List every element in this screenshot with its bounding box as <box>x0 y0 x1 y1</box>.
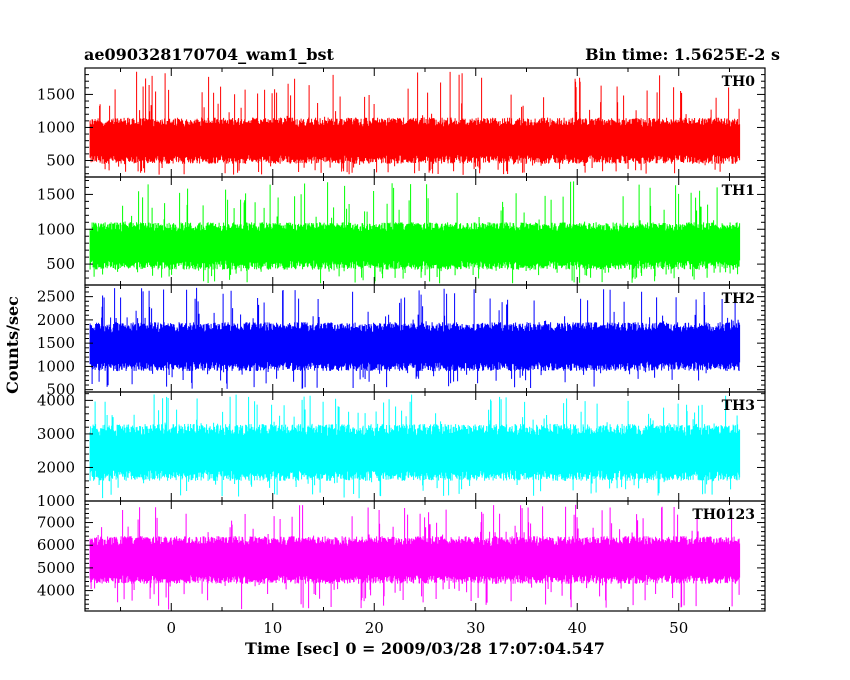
y-tick-label: 6000 <box>37 536 75 554</box>
band-label-th0123: TH0123 <box>692 507 755 523</box>
panel-th2: 500 1000 1500 2000 2500 TH2 <box>37 284 766 399</box>
y-tick-label: 1500 <box>37 334 75 352</box>
y-tick-label: 500 <box>46 151 75 169</box>
x-tick-label: 10 <box>263 619 282 637</box>
series-th2 <box>89 287 741 389</box>
chart-title: ae090328170704_wam1_bst <box>84 45 335 64</box>
y-tick-label: 4000 <box>37 391 75 409</box>
y-axis-label: Counts/sec <box>3 296 22 394</box>
series-th0 <box>89 71 741 175</box>
y-tick-label: 1000 <box>37 220 75 238</box>
y-tick-label: 1500 <box>37 185 75 203</box>
x-tick-label: 30 <box>466 619 485 637</box>
y-tick-label: 1500 <box>37 85 75 103</box>
y-tick-label: 3000 <box>37 425 75 443</box>
y-tick-label: 4000 <box>37 582 75 600</box>
panel-th3: 1000 2000 3000 4000 TH3 <box>37 391 766 510</box>
band-label-th0: TH0 <box>722 74 756 90</box>
panel-th1: 500 1000 1500 TH1 <box>37 176 766 286</box>
y-tick-label: 1000 <box>37 492 75 510</box>
panel-th0: 500 1000 1500 TH0 <box>37 67 766 178</box>
band-label-th3: TH3 <box>722 398 755 414</box>
y-tick-label: 1000 <box>37 357 75 375</box>
x-tick-label: 20 <box>365 619 384 637</box>
bin-time-label: Bin time: 1.5625E-2 s <box>585 45 780 64</box>
y-tick-label: 2000 <box>37 458 75 476</box>
y-tick-label: 2500 <box>37 288 75 306</box>
y-tick-label: 1000 <box>37 118 75 136</box>
y-tick-label: 500 <box>46 255 75 273</box>
y-tick-label: 500 <box>46 381 75 399</box>
panel-th0123: 4000 5000 6000 7000 TH0123 <box>37 500 766 612</box>
x-tick-label: 50 <box>669 619 688 637</box>
y-tick-label: 5000 <box>37 559 75 577</box>
y-tick-label: 7000 <box>37 514 75 532</box>
y-tick-label: 2000 <box>37 311 75 329</box>
x-axis-label: Time [sec] 0 = 2009/03/28 17:07:04.547 <box>245 639 605 658</box>
x-tick-label: 40 <box>568 619 587 637</box>
series-th0123 <box>89 504 741 610</box>
x-tick-label: 0 <box>166 619 176 637</box>
series-th1 <box>89 181 741 284</box>
band-label-th2: TH2 <box>722 291 755 307</box>
series-th3 <box>89 394 741 499</box>
band-label-th1: TH1 <box>722 183 755 199</box>
